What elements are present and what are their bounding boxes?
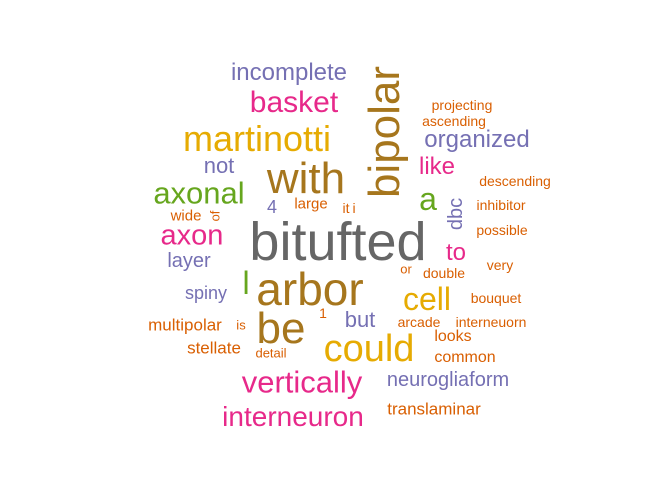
cloud-word: detail: [255, 345, 287, 361]
cloud-word: be: [256, 304, 306, 353]
cloud-word: interneuorn: [455, 314, 527, 330]
cloud-word: i: [352, 200, 356, 216]
cloud-word: descending: [479, 173, 551, 189]
cloud-word: multipolar: [148, 315, 222, 335]
cloud-word: double: [422, 265, 466, 281]
cloud-word: with: [266, 154, 346, 203]
cloud-word: is: [236, 317, 246, 333]
cloud-word: it: [342, 200, 350, 216]
cloud-word: arbor: [256, 263, 364, 315]
cloud-word: or: [400, 261, 412, 277]
cloud-word: vertically: [241, 364, 363, 400]
cloud-word: inhibitor: [476, 197, 526, 213]
cloud-word: organized: [424, 126, 530, 153]
cloud-word: layer: [167, 250, 211, 272]
cloud-word: common: [434, 349, 496, 366]
cloud-word: axonal: [153, 175, 245, 211]
cloud-word: wide: [170, 207, 202, 225]
cloud-word: dbc: [445, 197, 467, 231]
cloud-word: very: [486, 257, 514, 273]
cloud-word: neurogliaform: [386, 369, 510, 391]
cloud-word: basket: [249, 86, 339, 119]
cloud-word: possible: [476, 222, 528, 238]
cloud-word: 4: [266, 197, 278, 217]
cloud-word: axon: [160, 219, 224, 252]
cloud-word: translaminar: [387, 399, 481, 419]
cloud-word: interneuron: [222, 401, 364, 432]
cloud-word: arcade: [397, 314, 441, 330]
cloud-word: stellate: [187, 338, 241, 358]
cloud-word: but: [344, 307, 376, 332]
cloud-word: spiny: [184, 283, 228, 303]
cloud-word: a: [419, 181, 437, 217]
cloud-word: cell: [402, 281, 452, 317]
cloud-word: 1: [319, 305, 327, 321]
cloud-word: bitufted: [249, 212, 427, 272]
cloud-word: to: [445, 239, 467, 266]
cloud-word: like: [418, 153, 456, 180]
cloud-word: looks: [434, 328, 472, 345]
cloud-word: incomplete: [230, 59, 348, 86]
cloud-word: of: [207, 210, 223, 222]
cloud-word: bipolar: [360, 65, 409, 199]
cloud-word: large: [294, 195, 328, 213]
cloud-word: ascending: [422, 113, 486, 129]
cloud-word: bouquet: [470, 290, 522, 306]
cloud-word: l: [242, 265, 250, 301]
cloud-word: not: [203, 153, 235, 178]
cloud-word: martinotti: [182, 118, 332, 159]
cloud-word: could: [323, 328, 415, 370]
cloud-word: projecting: [431, 97, 493, 113]
